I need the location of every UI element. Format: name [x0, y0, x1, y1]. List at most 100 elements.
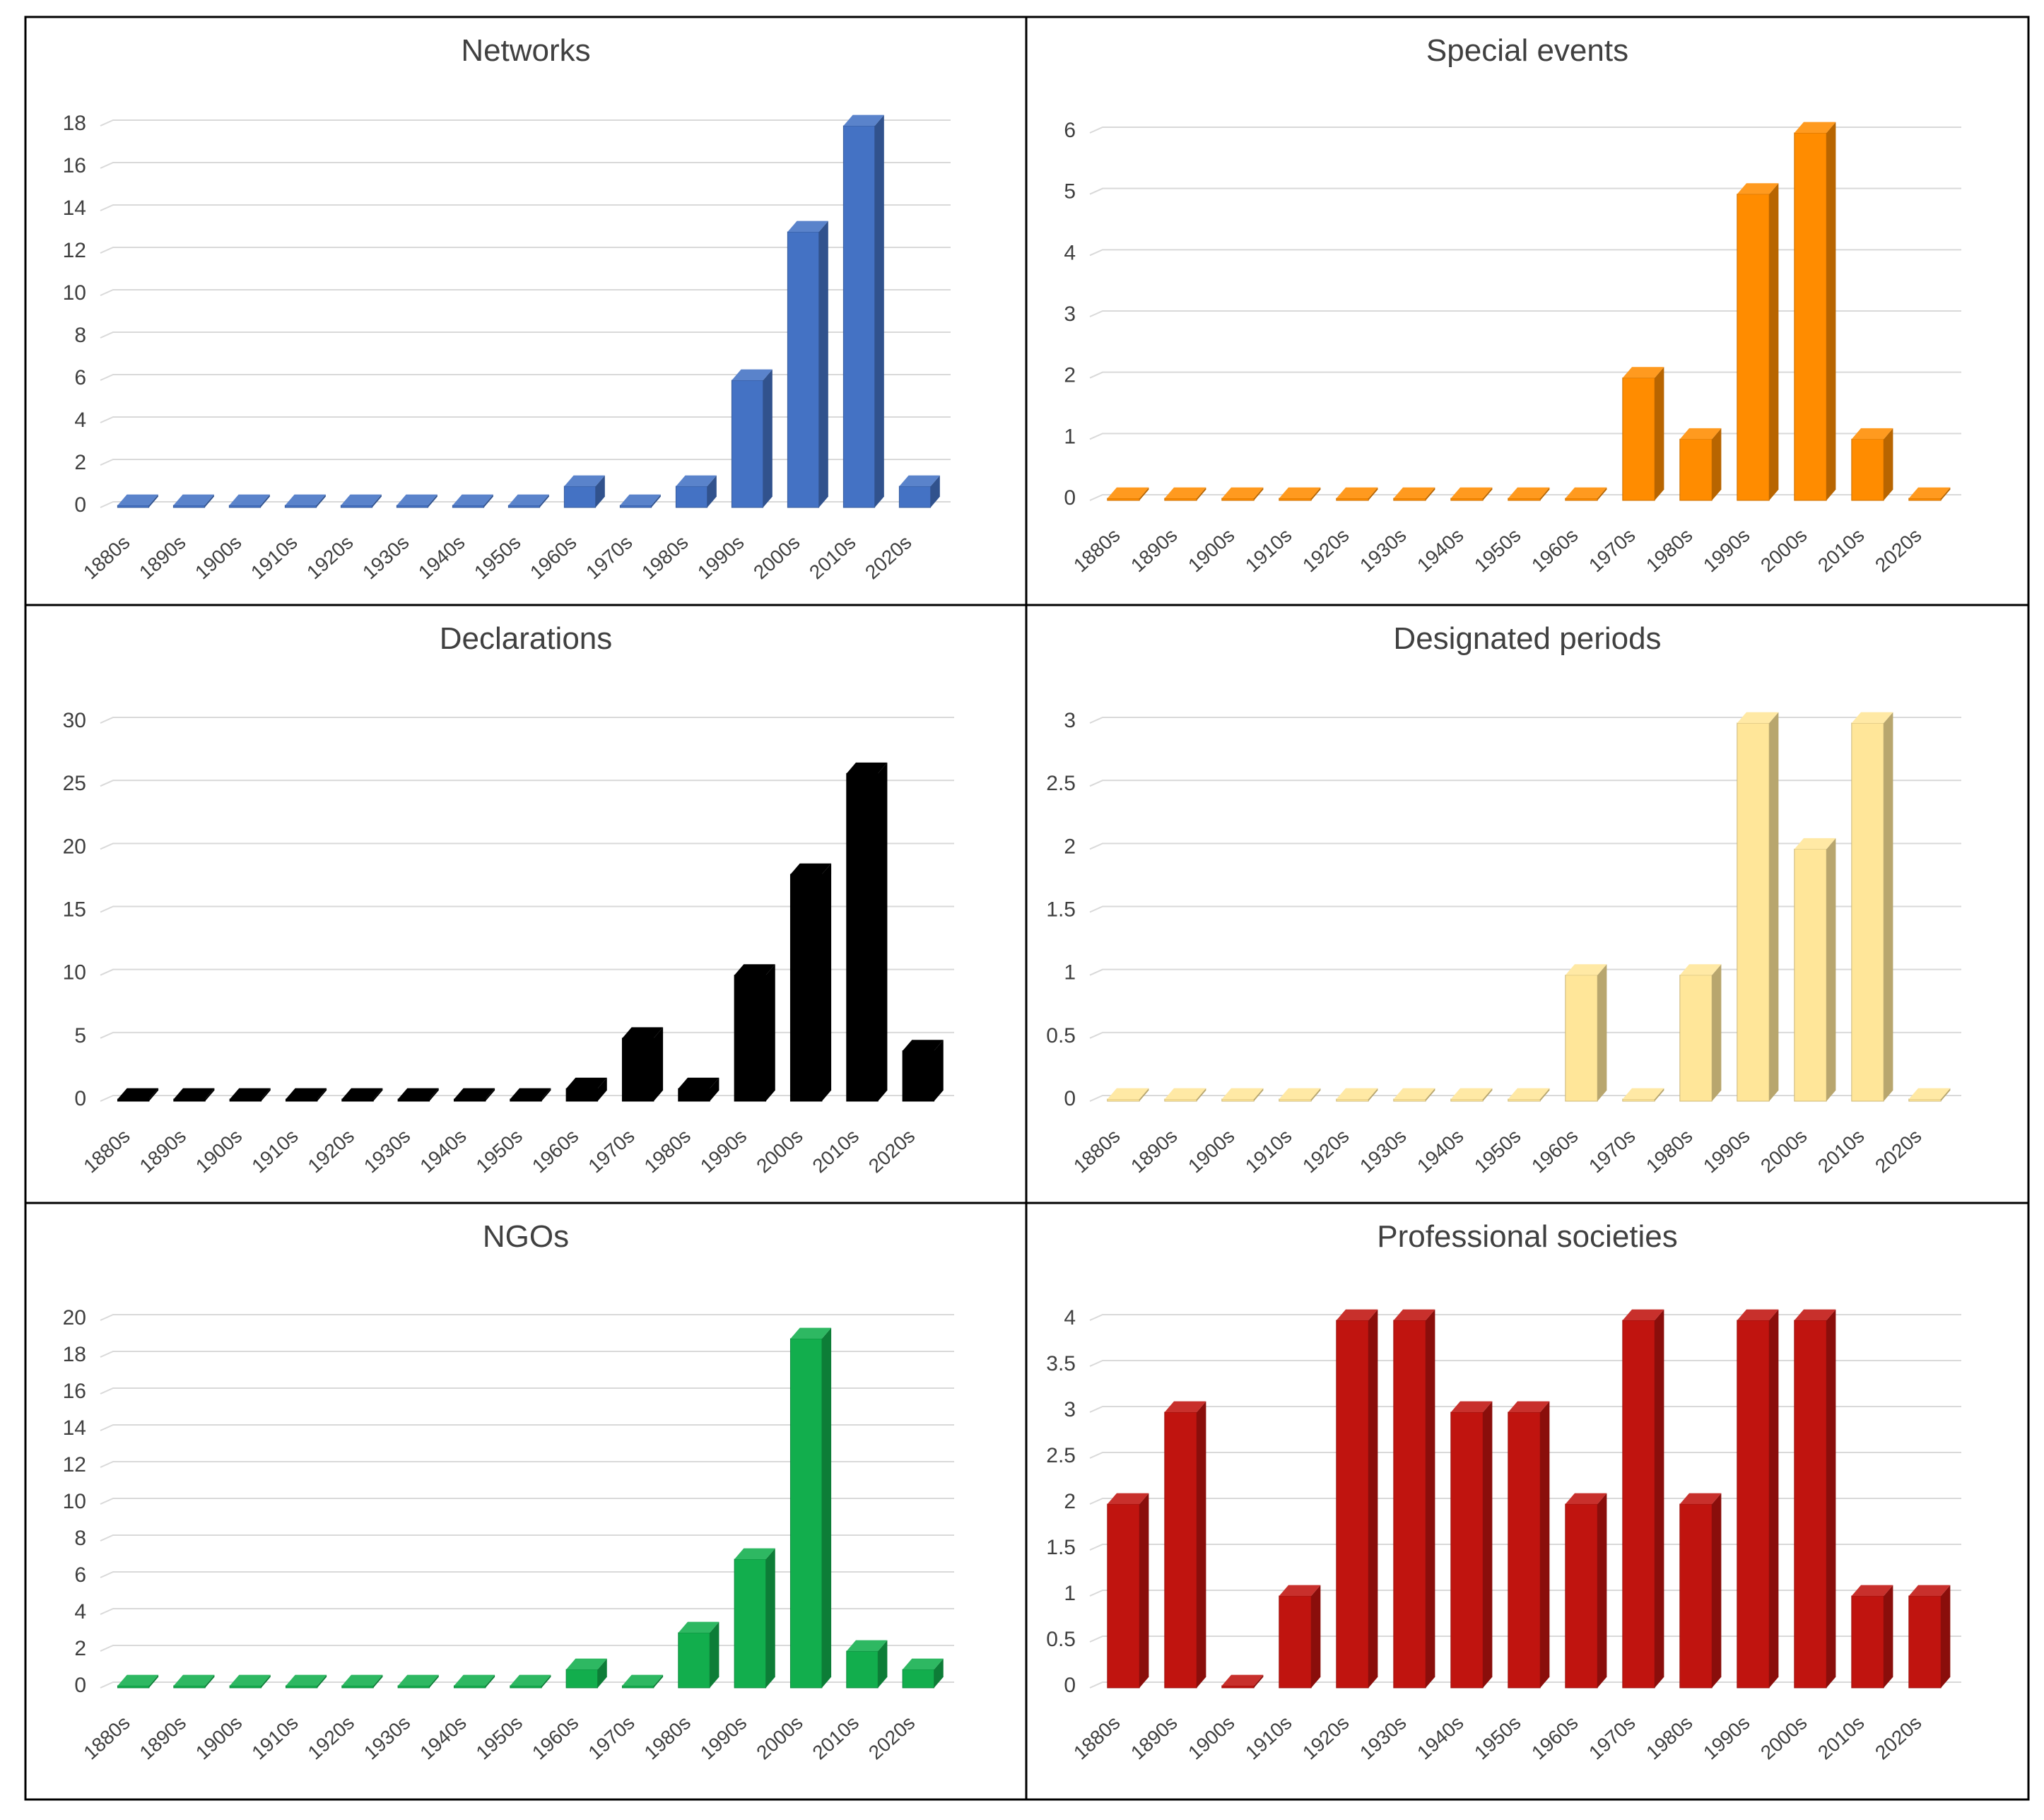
bar-front	[507, 505, 541, 508]
bar-front	[1737, 194, 1770, 501]
bar-1880s	[1107, 487, 1149, 501]
y-tick-label: 20	[63, 1306, 86, 1329]
y-tick-label: 6	[74, 366, 86, 389]
bar-side	[653, 1674, 664, 1688]
gridline	[1089, 1590, 1961, 1597]
bar-front	[731, 380, 764, 508]
bar-side	[1769, 712, 1779, 1101]
bar-top	[1221, 1674, 1264, 1686]
bar-side	[148, 1088, 159, 1101]
bar-side	[1540, 1088, 1550, 1101]
bar-2010s	[1851, 712, 1893, 1102]
bar-front	[1279, 1595, 1312, 1689]
gridline	[100, 501, 951, 508]
bar-side	[710, 1621, 719, 1688]
bar-top	[1679, 428, 1722, 440]
y-tick-label: 14	[63, 1416, 86, 1440]
bar-side	[1769, 183, 1779, 500]
bar-top	[734, 964, 775, 975]
bar-1980s	[675, 475, 717, 508]
bar-front	[1508, 1411, 1541, 1689]
bar-side	[1311, 1585, 1321, 1688]
gridline	[100, 1314, 954, 1321]
bar-1910s	[1279, 487, 1321, 501]
bar-top	[1107, 1088, 1149, 1099]
gridline	[100, 1645, 954, 1652]
bar-front	[1508, 1098, 1541, 1102]
bar-side	[1483, 1401, 1493, 1688]
bar-top	[508, 494, 549, 505]
bar-front	[1565, 975, 1598, 1102]
bar-1900s	[228, 494, 270, 508]
bar-top	[1450, 1088, 1493, 1099]
bar-side	[1254, 1674, 1264, 1688]
gridline	[100, 1424, 954, 1431]
bar-2020s	[1908, 487, 1951, 501]
bar-top	[454, 1088, 495, 1099]
gridline	[1089, 717, 1961, 724]
bar-front	[565, 1088, 599, 1102]
bar-top	[285, 494, 326, 505]
y-tick-label: 6	[74, 1563, 86, 1587]
bar-side	[317, 1088, 327, 1101]
bar-1900s	[229, 1674, 271, 1689]
bar-side	[930, 475, 940, 507]
bar-side	[1826, 1309, 1836, 1688]
bar-side	[1884, 1585, 1893, 1688]
bar-top	[846, 762, 888, 774]
bar-front	[1851, 722, 1884, 1102]
bar-2000s	[1794, 122, 1836, 501]
bar-side	[1712, 1493, 1722, 1688]
gridline	[1089, 494, 1961, 501]
bar-front	[1908, 1098, 1942, 1102]
bar-front	[1851, 438, 1884, 501]
bar-side	[1826, 122, 1836, 501]
bar-side	[597, 1658, 607, 1688]
y-tick-label: 10	[63, 961, 86, 985]
bar-top	[1279, 487, 1321, 498]
bar-1990s	[734, 964, 775, 1102]
bar-top	[173, 494, 214, 505]
bar-side	[1540, 1401, 1550, 1688]
bar-2000s	[789, 863, 832, 1102]
gridline	[100, 331, 951, 339]
bar-side	[541, 1674, 551, 1688]
bar-front	[285, 1098, 318, 1102]
y-tick-label: 2	[74, 451, 86, 474]
chart-title: Declarations	[440, 621, 613, 656]
bar-top	[173, 1088, 215, 1099]
y-tick-label: 2.5	[1046, 1444, 1076, 1467]
bar-front	[1508, 498, 1541, 501]
bar-front	[1450, 1098, 1484, 1102]
bar-front	[285, 1685, 318, 1689]
bar-top	[1851, 1585, 1893, 1596]
bar-1970s	[1622, 1088, 1664, 1102]
bar-front	[846, 1650, 879, 1689]
bar-side	[1597, 1493, 1607, 1688]
bar-side	[1826, 838, 1836, 1101]
bar-side	[205, 1088, 215, 1101]
bar-side	[1483, 487, 1493, 500]
bar-1890s	[172, 494, 214, 508]
bar-front	[678, 1088, 710, 1102]
bar-front	[1336, 498, 1369, 501]
bar-front	[1737, 1320, 1770, 1689]
bar-front	[1450, 498, 1484, 501]
bar-1970s	[619, 494, 661, 508]
bar-front	[172, 505, 206, 508]
bar-2020s	[898, 475, 940, 508]
bar-front	[1794, 1320, 1827, 1689]
bar-front	[229, 1685, 262, 1689]
bar-side	[1540, 487, 1550, 500]
bar-front	[1679, 1503, 1713, 1689]
bar-side	[317, 1674, 327, 1688]
bar-side	[483, 494, 493, 507]
bar-side	[1368, 1088, 1378, 1101]
gridline	[1089, 1498, 1961, 1505]
bar-front	[1450, 1411, 1484, 1689]
bar-front	[1851, 1595, 1884, 1689]
bar-2020s	[902, 1658, 944, 1689]
